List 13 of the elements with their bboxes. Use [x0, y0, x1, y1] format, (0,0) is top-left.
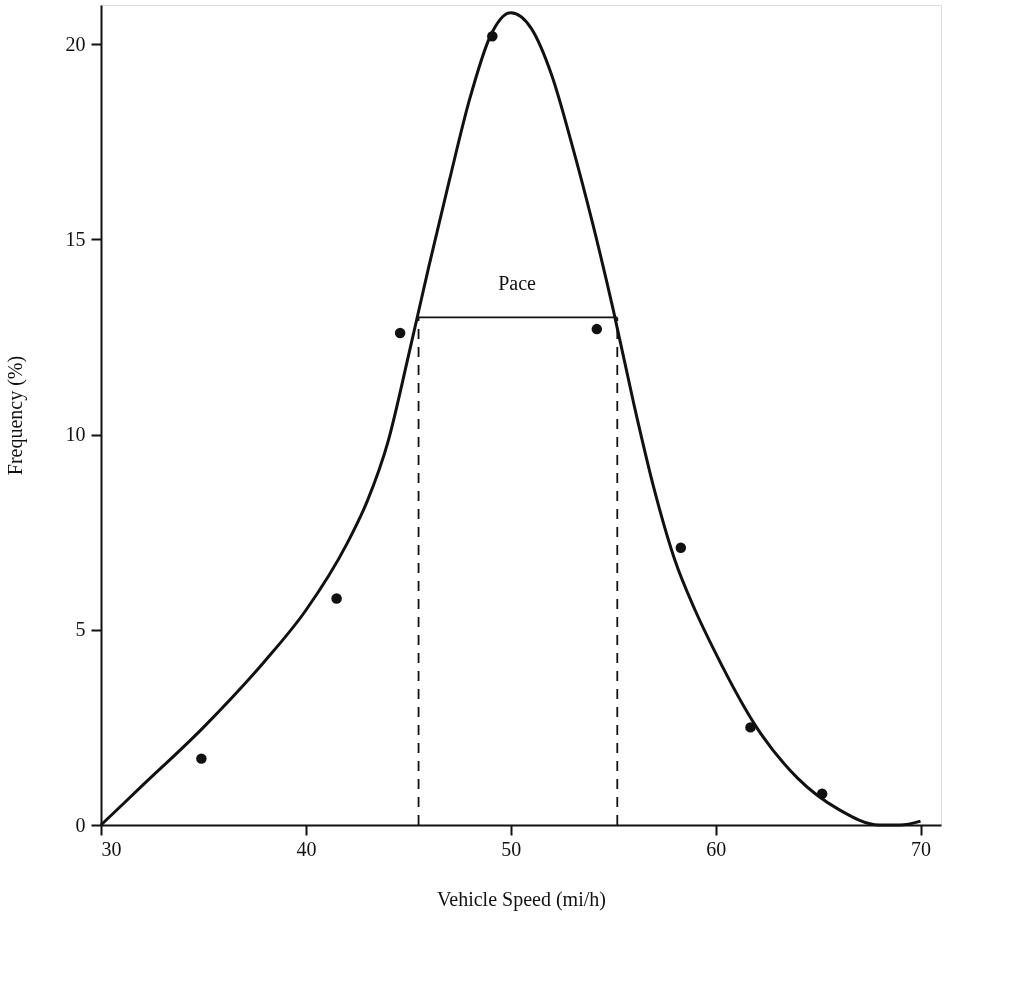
x-tick-label: 40: [296, 837, 317, 860]
x-tick-label: 50: [501, 837, 522, 860]
y-tick-label: 15: [65, 227, 86, 250]
y-tick-label: 0: [75, 813, 86, 836]
x-tick-label: 70: [911, 837, 932, 860]
x-axis-title: Vehicle Speed (mi/h): [437, 887, 606, 911]
y-tick-label: 20: [65, 32, 86, 55]
y-tick-label: 10: [65, 423, 86, 446]
y-tick-label: 5: [75, 618, 86, 641]
x-tick-label: 60: [706, 837, 727, 860]
annotation: Pace: [498, 272, 536, 294]
y-axis-title: Frequency (%): [3, 355, 27, 476]
x-tick-label: 30: [101, 837, 122, 860]
